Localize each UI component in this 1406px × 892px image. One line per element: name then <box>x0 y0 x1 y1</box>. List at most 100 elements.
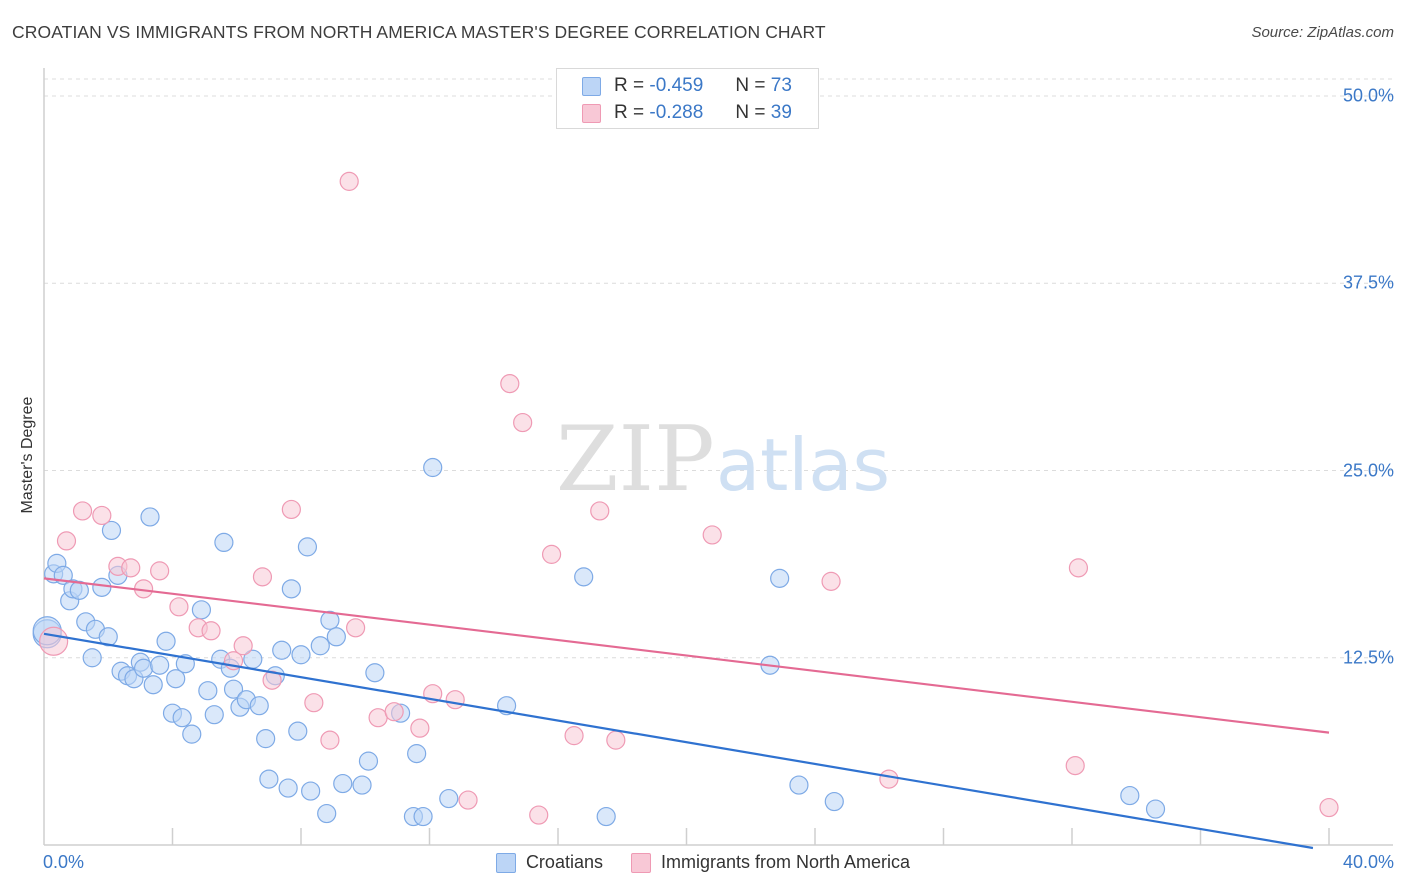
immigrants-point <box>1068 558 1089 578</box>
immigrants-point <box>92 505 112 526</box>
immigrants-point <box>121 558 141 578</box>
stats-swatch-blue <box>582 76 601 96</box>
croatians-point <box>1120 785 1140 806</box>
croatians-trendline <box>43 632 1314 850</box>
croatians-point <box>182 724 202 744</box>
legend-item-croatians[interactable]: Croatians <box>495 852 603 873</box>
immigrants-point <box>39 626 69 656</box>
croatians-point <box>281 579 301 599</box>
immigrants-point <box>339 171 359 191</box>
chart-title: CROATIAN VS IMMIGRANTS FROM NORTH AMERIC… <box>12 22 826 42</box>
legend-item-immigrants[interactable]: Immigrants from North America <box>630 852 911 873</box>
immigrants-point <box>320 730 340 750</box>
watermark: ZIP atlas <box>556 407 890 512</box>
n-label: N = <box>735 75 766 96</box>
r-label: R = <box>614 102 645 123</box>
immigrants-point <box>445 690 465 710</box>
croatians-point <box>214 532 234 553</box>
n-value: 39 <box>770 102 792 123</box>
immigrants-point <box>304 693 324 713</box>
x-tick-label-max: 40.0% <box>1342 852 1394 872</box>
croatians-point <box>272 640 292 660</box>
croatians-point <box>204 705 224 725</box>
legend-swatch-blue <box>495 852 516 873</box>
trend-layer <box>43 577 1330 850</box>
r-value: -0.459 <box>649 75 704 96</box>
immigrants-point <box>56 531 77 551</box>
immigrants-point <box>346 618 366 638</box>
croatians-point <box>101 520 122 541</box>
stats-box: R = -0.459 N = 73 R = -0.288 N = 39 <box>556 68 819 129</box>
croatians-point <box>770 568 790 588</box>
immigrants-point <box>606 730 626 750</box>
croatians-point <box>574 567 594 587</box>
croatians-point <box>333 773 353 794</box>
croatians-point <box>172 708 192 728</box>
immigrants-point <box>150 561 170 581</box>
croatians-point <box>92 577 112 597</box>
n-label: N = <box>735 102 766 123</box>
croatians-point <box>156 631 176 651</box>
croatians-point <box>407 744 427 764</box>
watermark-zip: ZIP <box>556 407 715 512</box>
y-tick-label: 50.0% <box>1342 85 1394 106</box>
immigrants-point <box>541 544 562 564</box>
immigrants-point <box>281 499 301 520</box>
immigrants-point <box>233 636 253 656</box>
immigrants-point <box>529 805 549 825</box>
croatians-point <box>1145 799 1166 819</box>
n-value: 73 <box>770 75 792 96</box>
croatians-point <box>98 627 118 647</box>
croatians-point <box>256 729 276 749</box>
r-label: R = <box>614 75 645 96</box>
source-label: Source: ZipAtlas.com <box>1251 24 1394 41</box>
y-tick-label: 25.0% <box>1342 460 1394 480</box>
immigrants-point <box>368 708 388 728</box>
immigrants-point <box>458 790 478 810</box>
grid-layer <box>44 78 1393 659</box>
croatians-point <box>69 580 89 600</box>
croatians-point <box>198 681 218 701</box>
croatians-point <box>249 696 269 716</box>
immigrants-point <box>384 702 404 722</box>
immigrants-point <box>702 525 722 545</box>
legend: Croatians Immigrants from North America <box>0 852 1406 873</box>
y-tick-label: 37.5% <box>1342 272 1394 293</box>
croatians-point <box>82 648 102 668</box>
croatians-point <box>288 721 308 741</box>
croatians-point <box>326 627 346 647</box>
immigrants-point <box>879 769 899 789</box>
croatians-point <box>297 537 318 557</box>
croatians-point <box>301 781 321 801</box>
stats-row-immigrants: R = -0.288 N = 39 <box>582 100 792 126</box>
watermark-atlas: atlas <box>716 423 890 507</box>
croatians-point <box>150 655 170 675</box>
croatians-point <box>824 791 844 812</box>
immigrants-point <box>821 571 841 591</box>
croatians-point <box>278 778 298 798</box>
croatians-point <box>423 457 443 478</box>
immigrants-point <box>169 597 189 617</box>
croatians-point <box>259 769 279 789</box>
immigrants-point <box>1065 756 1085 776</box>
immigrants-point <box>72 501 93 521</box>
x-tick-label-min: 0.0% <box>43 852 85 872</box>
immigrants-point <box>513 412 533 433</box>
immigrants-point <box>590 501 610 521</box>
croatians-point <box>143 675 163 695</box>
legend-swatch-pink <box>630 852 651 873</box>
immigrants-point <box>500 374 520 394</box>
croatians-point <box>358 751 379 771</box>
croatians-point <box>317 803 337 824</box>
immigrants-point <box>201 621 221 641</box>
croatians-point <box>140 507 160 527</box>
axes-layer <box>43 68 1393 846</box>
croatians-point <box>166 669 186 689</box>
legend-label-immigrants: Immigrants from North America <box>660 852 911 872</box>
immigrants-trendline <box>43 577 1330 734</box>
croatians-point <box>789 775 809 795</box>
stats-row-croatians: R = -0.459 N = 73 <box>582 73 792 99</box>
y-tick-label: 12.5% <box>1342 647 1394 668</box>
legend-label-croatians: Croatians <box>525 852 603 872</box>
